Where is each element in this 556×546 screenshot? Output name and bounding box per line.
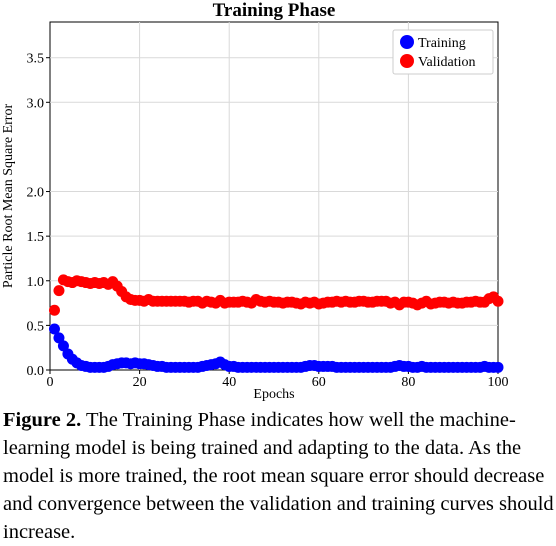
legend-label-validation: Validation xyxy=(418,55,476,70)
legend: Training Validation xyxy=(392,29,494,75)
validation-point xyxy=(492,295,504,307)
y-tick-label: 3.0 xyxy=(27,96,45,111)
x-tick-label: 80 xyxy=(401,375,415,390)
x-tick-label: 40 xyxy=(222,375,236,390)
y-tick-label: 2.0 xyxy=(27,186,45,201)
series-training xyxy=(48,323,504,373)
legend-marker-validation xyxy=(400,54,414,68)
training-phase-chart: Training Phase 0 20 40 60 80 100 0.0 0.5 1.0 1.5… xyxy=(1,0,509,402)
caption-label: Figure 2. xyxy=(3,409,82,431)
x-tick-label: 60 xyxy=(312,375,326,390)
chart-title: Training Phase xyxy=(213,0,336,21)
y-tick-label: 3.5 xyxy=(27,52,45,67)
y-axis-label: Particle Root Mean Square Error xyxy=(1,104,16,289)
figure-caption: Figure 2. The Training Phase indicates h… xyxy=(3,406,555,546)
grid-lines xyxy=(50,22,498,370)
training-point xyxy=(492,361,504,373)
legend-marker-training xyxy=(400,35,414,49)
validation-point xyxy=(48,304,60,316)
x-tick-label: 100 xyxy=(488,375,509,390)
y-tick-label: 1.0 xyxy=(27,275,45,290)
y-tick-label: 0.0 xyxy=(27,364,45,379)
y-tick-label: 1.5 xyxy=(27,230,45,245)
training-point xyxy=(53,332,65,344)
validation-point xyxy=(53,285,65,297)
caption-text: The Training Phase indicates how well th… xyxy=(3,409,554,543)
legend-label-training: Training xyxy=(418,36,466,51)
plot-area xyxy=(49,21,499,371)
legend-box xyxy=(392,29,494,75)
x-axis-ticks: 0 20 40 60 80 100 xyxy=(47,370,509,390)
series-validation xyxy=(48,274,504,316)
y-axis-ticks: 0.0 0.5 1.0 1.5 2.0 3.0 3.5 xyxy=(27,52,50,379)
x-axis-label: Epochs xyxy=(253,387,294,402)
training-point xyxy=(48,323,60,335)
x-tick-label: 20 xyxy=(133,375,147,390)
x-tick-label: 0 xyxy=(47,375,54,390)
data-points xyxy=(48,274,504,373)
training-point xyxy=(57,340,69,352)
y-tick-label: 0.5 xyxy=(27,319,45,334)
